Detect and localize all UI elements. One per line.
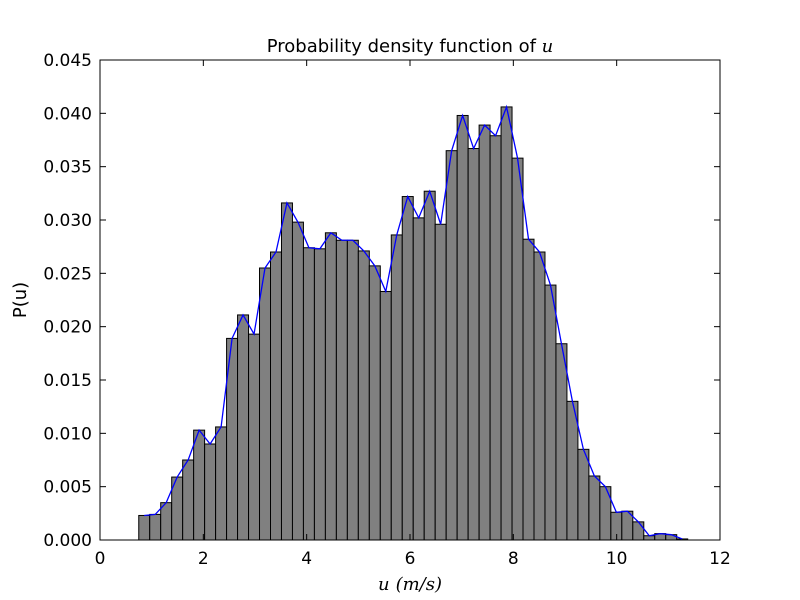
- histogram-bar: [522, 238, 535, 541]
- x-tick-label: 4: [301, 549, 312, 569]
- histogram-bar: [632, 521, 645, 541]
- histogram-bar: [357, 250, 370, 541]
- chart-title: Probability density function of u: [267, 36, 554, 57]
- histogram-bar: [302, 247, 315, 541]
- histogram-bar: [335, 239, 348, 541]
- histogram-bar: [138, 514, 151, 541]
- histogram-bar: [544, 284, 557, 541]
- density-line: [144, 104, 683, 540]
- x-axis-ticks: 0 2 4 6 8 10 12: [95, 60, 731, 569]
- histogram-bar: [280, 202, 293, 541]
- histogram-bar: [478, 124, 491, 541]
- x-tick-label: 0: [95, 549, 106, 569]
- histogram-bar: [379, 290, 392, 541]
- y-tick-label: 0.030: [43, 211, 92, 231]
- histogram-bar: [291, 221, 304, 541]
- histogram-bar: [511, 157, 524, 541]
- histogram-bar: [204, 443, 217, 541]
- histogram-bar: [412, 217, 425, 541]
- histogram-bar: [182, 459, 195, 541]
- histogram-bar: [248, 333, 261, 541]
- y-tick-label: 0.010: [43, 424, 92, 444]
- y-tick-label: 0.040: [43, 104, 92, 124]
- histogram-bar: [445, 150, 458, 541]
- histogram-bar: [588, 475, 601, 541]
- histogram-bar: [434, 223, 447, 541]
- histogram-bar: [160, 502, 173, 541]
- y-axis-label: P(u): [10, 282, 31, 318]
- x-tick-label: 6: [405, 549, 416, 569]
- histogram-bar: [555, 343, 568, 541]
- x-tick-label: 10: [606, 549, 628, 569]
- histogram-bar: [390, 234, 403, 541]
- histogram-bar: [270, 251, 282, 541]
- x-axis-variable: u: [378, 574, 390, 595]
- histogram-bar: [149, 513, 162, 541]
- y-tick-label: 0.000: [43, 531, 92, 551]
- histogram-bar: [566, 400, 579, 541]
- histogram-bar: [500, 106, 513, 541]
- x-axis-label: u (m/s): [378, 574, 442, 595]
- x-tick-label: 12: [709, 549, 731, 569]
- histogram-bar: [401, 196, 414, 541]
- histogram-bar: [346, 239, 359, 541]
- histogram-bar: [237, 314, 250, 541]
- y-tick-label: 0.015: [43, 371, 92, 391]
- histogram-bar: [215, 426, 228, 541]
- histogram-bar: [577, 448, 590, 541]
- chart-title-variable: u: [542, 36, 554, 57]
- histogram-bar: [467, 148, 480, 541]
- y-tick-label: 0.045: [43, 51, 92, 71]
- histogram-bar: [489, 135, 502, 541]
- histogram-bar: [324, 232, 337, 541]
- x-tick-label: 8: [508, 549, 519, 569]
- y-tick-label: 0.020: [43, 318, 92, 338]
- histogram-bar: [259, 267, 272, 541]
- y-tick-label: 0.005: [43, 478, 92, 498]
- x-tick-label: 2: [198, 549, 209, 569]
- histogram-bar: [313, 248, 326, 541]
- histogram-bar: [533, 251, 546, 541]
- histogram-bar: [423, 190, 436, 541]
- histogram-bar: [193, 429, 206, 541]
- histogram-bar: [456, 114, 469, 541]
- y-tick-label: 0.025: [43, 264, 92, 284]
- x-axis-unit: (m/s): [396, 574, 442, 595]
- y-axis-ticks: 0.000 0.005 0.010 0.015 0.020 0.025 0.030 0.035…: [43, 51, 720, 551]
- y-tick-label: 0.035: [43, 158, 92, 178]
- histogram-bar: [368, 265, 381, 541]
